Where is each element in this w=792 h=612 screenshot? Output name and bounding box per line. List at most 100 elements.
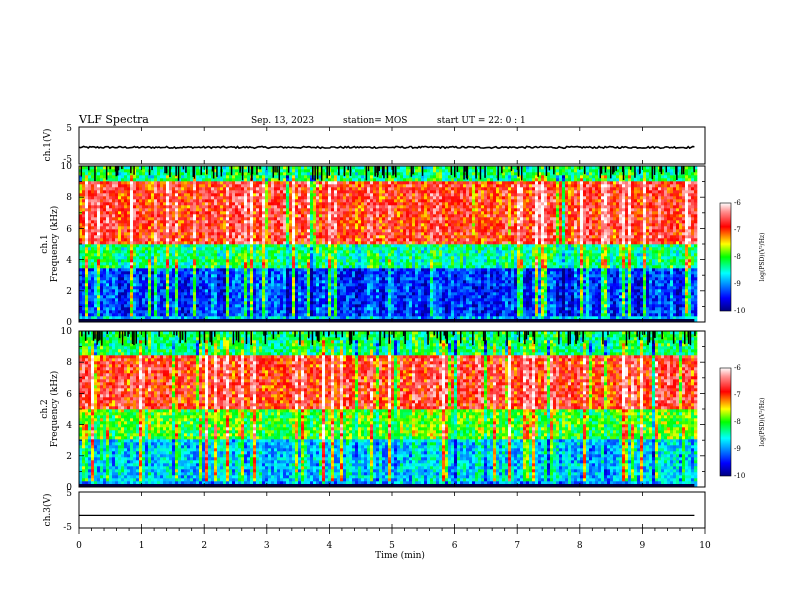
ch1-spectrogram-cell <box>361 304 365 308</box>
ch1-spectrogram-cell <box>217 298 221 302</box>
ch1-spectrogram-cell <box>172 208 176 212</box>
ch1-spectrogram-cell <box>166 304 170 308</box>
ch1-spectrogram-cell <box>133 268 137 272</box>
ch1-spectrogram-cell <box>358 289 362 293</box>
ch1-spectrogram-cell <box>289 205 293 209</box>
ch1-spectrogram-cell <box>178 190 182 194</box>
ch1-spectrogram-cell <box>289 289 293 293</box>
ch1-spectrogram-cell <box>319 232 323 236</box>
ch1-spectrogram-cell <box>175 295 179 299</box>
ch1-spectrogram-cell <box>340 265 344 269</box>
ch1-spectrogram-cell <box>148 193 152 197</box>
ch1-spectrogram-cell <box>157 247 161 251</box>
ch1-spectrogram-cell <box>148 295 152 299</box>
ch1-spectrogram-cell <box>109 265 113 269</box>
ch1-spectrogram-cell <box>316 307 320 311</box>
ch1-spectrogram-cell <box>277 226 281 230</box>
ch1-spectrogram-cell <box>346 286 350 290</box>
ch1-spectrogram-cell <box>115 181 119 185</box>
ch1-spectrogram-cell <box>271 268 275 272</box>
ch1-spectrogram-cell <box>331 226 335 230</box>
ch1-spectrogram-cell <box>289 223 293 227</box>
ch1-spectrogram-cell <box>184 235 188 239</box>
ch1-spectrogram-cell <box>340 187 344 191</box>
ch1-spectrogram-cell <box>232 310 236 314</box>
ch1-spectrogram-cell <box>298 229 302 233</box>
ch1-spectrogram-cell <box>172 268 176 272</box>
ch1-spectrogram-cell <box>109 271 113 275</box>
ch1-spectrogram-cell <box>208 205 212 209</box>
ch1-spectrogram-cell <box>166 280 170 284</box>
ch1-spectrogram-cell <box>88 208 92 212</box>
ch1-spectrogram-cell <box>349 298 353 302</box>
ch1-spectrogram-cell <box>148 229 152 233</box>
ch1-spectrogram-cell <box>160 214 164 218</box>
ch1-spectrogram-cell <box>160 208 164 212</box>
ch1-spectrogram-cell <box>157 301 161 305</box>
ch1-spectrogram-cell <box>307 226 311 230</box>
ch1-spectrogram-cell <box>343 253 347 257</box>
ch1-spectrogram-cell <box>352 256 356 260</box>
ch1-spectrogram-cell <box>256 268 260 272</box>
ch1-spectrogram-cell <box>319 253 323 257</box>
ch1-spectrogram-cell <box>160 304 164 308</box>
ch1-spectrogram-cell <box>166 217 170 221</box>
ch1-spectrogram-cell <box>295 295 299 299</box>
ch1-spectrogram-cell <box>259 223 263 227</box>
ch1-spectrogram-cell <box>223 316 227 320</box>
ch1-spectrogram-cell <box>205 256 209 260</box>
ch1-spectrogram-cell <box>196 250 200 254</box>
ch1-spectrogram-cell <box>178 169 182 173</box>
ch1-spectrogram-cell <box>214 283 218 287</box>
ch1-spectrogram-cell <box>235 301 239 305</box>
ch1-spectrogram-cell <box>202 265 206 269</box>
ch1-spectrogram-cell <box>208 307 212 311</box>
ch1-spectrogram-cell <box>322 169 326 173</box>
ch1-spectrogram-cell <box>328 205 332 209</box>
ch1-spectrogram-cell <box>106 217 110 221</box>
ch1-spectrogram-cell <box>277 235 281 239</box>
ch1-spectrogram-cell <box>97 262 101 266</box>
ch1-spectrogram-cell <box>82 184 86 188</box>
ch1-spectrogram-cell <box>238 175 242 179</box>
ch1-spectrogram-cell <box>85 214 89 218</box>
ch1-spectrogram-cell <box>121 217 125 221</box>
ch1-spectrogram-cell <box>136 277 140 281</box>
ch1-spectrogram-cell <box>130 238 134 242</box>
ch1-spectrogram-cell <box>256 187 260 191</box>
ch1-spectrogram-cell <box>88 274 92 278</box>
ch1-spectrogram-cell <box>295 241 299 245</box>
ch1-spectrogram-cell <box>283 190 287 194</box>
ch1-spectrogram-cell <box>358 307 362 311</box>
ch1-spectrogram-cell <box>205 232 209 236</box>
ch1-spectrogram-cell <box>121 310 125 314</box>
ch1-spectrogram-cell <box>232 268 236 272</box>
ch1-spectrogram-cell <box>295 199 299 203</box>
ch1-spectrogram-cell <box>196 295 200 299</box>
ch1-spectrogram-cell <box>121 313 125 317</box>
ch1-spectrogram-cell <box>238 310 242 314</box>
ch1-spectrogram-cell <box>181 265 185 269</box>
ch1-spectrogram-cell <box>214 295 218 299</box>
ch1-spectrogram-cell <box>268 220 272 224</box>
ch1-spectrogram-cell <box>364 295 368 299</box>
ch1-spectrogram-cell <box>157 271 161 275</box>
ch1-spectrogram-cell <box>82 181 86 185</box>
ch1-spectrogram-cell <box>331 184 335 188</box>
ch1-spectrogram-cell <box>346 181 350 185</box>
ch1-spectrogram-cell <box>223 262 227 266</box>
ch1-spectrogram-cell <box>91 244 95 248</box>
ch1-spectrogram-cell <box>94 202 98 206</box>
ch1-spectrogram-cell <box>256 271 260 275</box>
ch1-spectrogram-cell <box>100 199 104 203</box>
ch1-spectrogram-cell <box>85 238 89 242</box>
ch1-spectrogram-cell <box>223 184 227 188</box>
ch1-spectrogram-cell <box>118 286 122 290</box>
ch1-spectrogram-cell <box>85 190 89 194</box>
ch1-spectrogram-cell <box>160 313 164 317</box>
ch1-spectrogram-cell <box>172 229 176 233</box>
ch1-spectrogram-cell <box>142 268 146 272</box>
ch1-spectrogram-cell <box>259 196 263 200</box>
ch1-spectrogram-cell <box>259 193 263 197</box>
ch1-spectrogram-cell <box>346 214 350 218</box>
